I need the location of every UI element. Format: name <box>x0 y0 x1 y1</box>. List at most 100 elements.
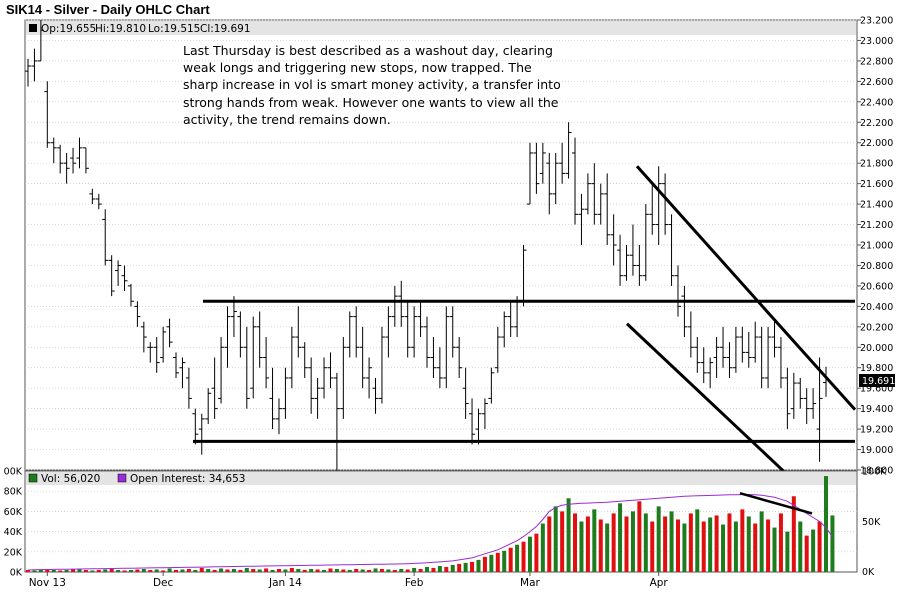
price-tick-label: 23.200 <box>860 16 893 27</box>
volume-bar <box>624 516 629 572</box>
ohlc-bar <box>185 367 192 409</box>
volume-bar <box>791 496 796 572</box>
ohlc-bar <box>70 147 77 174</box>
volume-bar <box>309 568 314 572</box>
ohlc-bar <box>449 306 456 358</box>
price-tick-label: 22.600 <box>860 77 893 88</box>
ohlc-bar <box>655 166 662 245</box>
ohlc-bar <box>37 20 44 62</box>
volume-bar <box>360 569 365 572</box>
volume-bar <box>463 562 468 572</box>
volume-bar <box>51 569 56 572</box>
volume-bar <box>682 523 687 572</box>
ohlc-bar <box>475 408 482 445</box>
volume-bar <box>605 523 610 572</box>
date-tick-label: Apr <box>650 577 669 589</box>
volume-bar <box>733 521 738 572</box>
ohlc-bar <box>95 193 102 210</box>
ohlc-bar <box>578 193 585 245</box>
volume-bar <box>701 521 706 572</box>
volume-bar <box>206 568 211 572</box>
date-tick-label: Feb <box>405 577 424 589</box>
volume-left-tick-label: 00K <box>4 467 23 478</box>
volume-bar <box>405 569 410 572</box>
volume-bar <box>437 565 442 572</box>
volume-bar <box>721 524 726 572</box>
ohlc-bar <box>372 377 379 414</box>
volume-bar <box>71 569 76 572</box>
volume-bar <box>611 513 616 572</box>
volume-left-tick-label: 80K <box>4 487 23 498</box>
volume-bar <box>746 516 751 572</box>
ohlc-bar <box>321 357 328 399</box>
ohlc-bar <box>404 301 411 358</box>
ohlc-bar <box>765 326 772 389</box>
ohlc-bar <box>572 137 579 225</box>
volume-bar <box>64 569 69 572</box>
ohlc-bar <box>443 306 450 389</box>
volume-bar <box>495 552 500 572</box>
ohlc-bar <box>340 337 347 419</box>
volume-bar <box>675 519 680 572</box>
volume-bar <box>824 476 828 572</box>
ohlc-bar <box>198 413 205 455</box>
ohlc-bar <box>275 398 282 435</box>
volume-bar <box>830 515 835 572</box>
volume-bar <box>354 568 359 572</box>
volume-bar <box>450 564 455 572</box>
annotation-text: Last Thursday is best described as a was… <box>183 43 561 127</box>
volume-trendline <box>739 492 813 515</box>
open-interest-legend-label: Open Interest: 34,653 <box>130 473 245 485</box>
volume-bar <box>798 521 803 572</box>
volume-bar <box>727 513 732 572</box>
volume-bar <box>444 566 449 572</box>
volume-bar <box>45 568 50 572</box>
ohlc-bar <box>803 388 810 424</box>
volume-bar <box>103 569 108 572</box>
volume-bar <box>347 569 352 572</box>
volume-bar <box>502 550 507 572</box>
volume-bar <box>77 568 82 572</box>
ohlc-bar <box>57 144 64 174</box>
price-tick-label: 20.200 <box>860 322 893 333</box>
ohlc-bar <box>739 326 746 363</box>
ohlc-bar <box>115 260 122 286</box>
volume-left-tick-label: 0K <box>10 568 23 579</box>
ohlc-bar <box>153 337 160 373</box>
ohlc-bar <box>398 280 405 327</box>
volume-bar <box>219 568 224 572</box>
ohlc-bar <box>205 388 212 424</box>
ohlc-bar <box>816 357 823 462</box>
volume-bar <box>116 569 121 572</box>
price-bars <box>25 20 829 473</box>
ohlc-bar <box>507 301 514 338</box>
volume-bar <box>270 569 275 572</box>
ohlc-bar <box>797 377 804 409</box>
volume-bar <box>656 506 661 572</box>
volume-bar <box>315 569 320 572</box>
ohlc-bar <box>108 255 115 297</box>
info-header-strip <box>26 21 856 35</box>
ohlc-bar <box>166 318 173 348</box>
ohlc-bar <box>308 357 315 414</box>
volume-bar <box>772 527 777 572</box>
ohlc-bar <box>63 152 70 184</box>
volume-bar <box>257 569 262 572</box>
ohlc-bar <box>501 311 508 348</box>
volume-bar <box>766 519 771 572</box>
price-tick-label: 20.400 <box>860 302 893 313</box>
ohlc-bar <box>353 306 360 358</box>
ohlc-bar <box>134 301 141 327</box>
ohlc-bar <box>89 188 96 205</box>
price-tick-label: 19.400 <box>860 404 893 415</box>
volume-bar <box>585 516 590 572</box>
volume-bar <box>367 569 372 572</box>
ohlc-bar <box>417 301 424 338</box>
volume-bar <box>470 561 475 572</box>
ohlc-bar <box>649 183 656 235</box>
volume-bar <box>276 568 281 572</box>
volume-bar <box>618 503 623 572</box>
ohlc-bar <box>494 326 501 373</box>
ohlc-bar <box>147 342 154 363</box>
volume-bar <box>515 544 520 572</box>
